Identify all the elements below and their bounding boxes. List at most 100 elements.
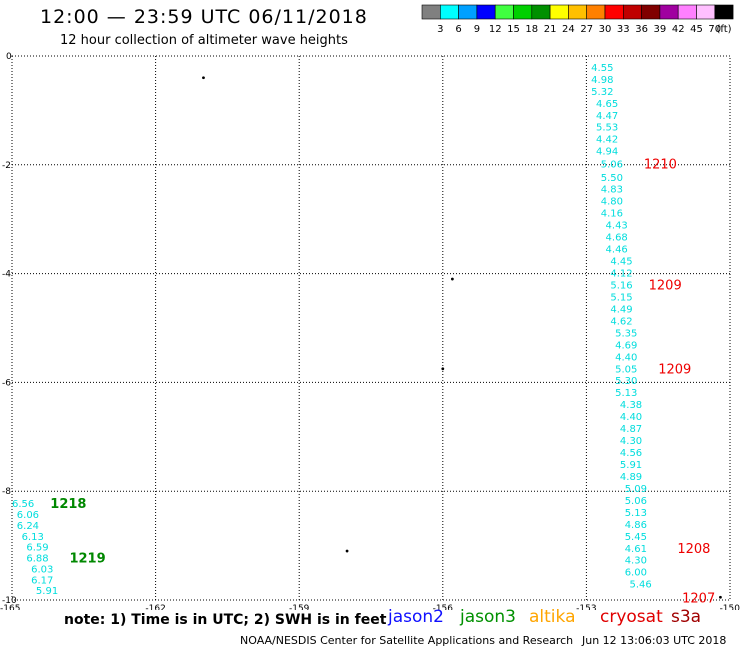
island-marker [441, 367, 445, 371]
wave-height-label: 5.32 [591, 87, 613, 98]
wave-height-label: 4.94 [596, 147, 618, 158]
x-tick-label: -165 [0, 604, 20, 610]
island-marker [202, 76, 205, 80]
wave-height-label: 4.30 [625, 556, 647, 567]
wave-height-label: 6.24 [17, 521, 39, 532]
observation-time-label: 1208 [677, 542, 710, 557]
wave-height-label: 5.46 [629, 580, 651, 591]
legend-tick-label: 33 [617, 24, 630, 35]
wave-height-label: 4.68 [606, 233, 628, 244]
wave-height-label: 5.45 [625, 532, 647, 543]
y-tick-label: -6 [2, 378, 11, 388]
wave-height-label: 4.46 [606, 245, 628, 256]
footer-timestamp: Jun 12 13:06:03 UTC 2018 [582, 634, 727, 647]
y-tick-label: -10 [2, 596, 17, 606]
wave-height-label: 4.80 [601, 197, 623, 208]
y-tick-label: -2 [2, 161, 11, 171]
page-title: 12:00 — 23:59 UTC 06/11/2018 [40, 6, 368, 28]
y-tick-label: 0 [6, 52, 12, 62]
legend-tick-label: 3 [437, 24, 443, 35]
wave-height-label: 6.06 [17, 510, 39, 521]
observation-time-label: 1209 [658, 362, 691, 377]
wave-height-label: 6.00 [625, 568, 647, 579]
x-tick-label: -162 [145, 604, 165, 610]
wave-height-label: 4.30 [620, 436, 642, 447]
wave-height-label: 6.13 [22, 532, 44, 543]
satellite-label-jason2: jason2 [388, 607, 444, 627]
legend-tick-label: 45 [690, 24, 703, 35]
wave-height-label: 4.87 [620, 424, 642, 435]
page-subtitle: 12 hour collection of altimeter wave hei… [60, 33, 348, 48]
legend-tick-label: 12 [489, 24, 502, 35]
wave-height-label: 5.06 [601, 160, 623, 171]
island-marker [345, 549, 349, 553]
wave-height-label: 4.65 [596, 99, 618, 110]
legend-tick-label: 36 [635, 24, 648, 35]
observation-time-label: 1209 [649, 278, 682, 293]
wave-height-label: 4.86 [625, 520, 647, 531]
wave-height-label: 4.98 [591, 75, 613, 86]
x-tick-label: -156 [433, 604, 454, 610]
wave-height-label: 5.16 [610, 280, 632, 291]
x-tick-label: -153 [576, 604, 596, 610]
wave-height-label: 4.61 [625, 544, 647, 555]
y-tick-label: -8 [2, 487, 11, 497]
legend-tick-label: 6 [455, 24, 461, 35]
satellite-label-cryosat: cryosat [600, 607, 663, 627]
island-marker [719, 595, 722, 599]
wave-height-label: 4.45 [610, 257, 632, 268]
color-scale-legend: 3 6 9 12 15 18 21 24 27 30 33 36 39 42 45 70(ft) [421, 4, 734, 35]
wave-height-label: 4.56 [620, 448, 642, 459]
wave-height-label: 5.13 [625, 508, 647, 519]
wave-height-label: 5.91 [620, 460, 642, 471]
wave-height-map: -165 -162 -159 -156 -153 -150 0 -2 -4 -6 -8 -10 4.55… [0, 52, 740, 610]
wave-height-label: 4.16 [601, 209, 623, 220]
wave-height-label: 6.59 [26, 543, 48, 554]
legend-tick-label: 70 [708, 24, 721, 35]
satellite-label-s3a: s3a [671, 607, 702, 627]
observation-time-label: 1218 [50, 497, 86, 512]
wave-height-label: 4.40 [620, 412, 642, 423]
wave-height-label: 5.30 [615, 376, 637, 387]
wave-height-label: 4.89 [620, 472, 642, 483]
wave-height-label: 5.50 [601, 173, 623, 184]
satellite-label-altika: altika [529, 607, 576, 627]
legend-unit: (ft) [716, 24, 731, 35]
x-tick-label: -150 [720, 604, 740, 610]
legend-tick-label: 30 [599, 24, 612, 35]
x-tick-label: -159 [289, 604, 310, 610]
wave-height-label: 5.91 [36, 586, 58, 597]
wave-height-label: 6.88 [26, 554, 48, 565]
wave-height-label: 5.06 [625, 496, 647, 507]
wave-height-label: 6.03 [31, 564, 53, 575]
wave-height-label: 4.43 [606, 221, 628, 232]
legend-swatch [714, 4, 734, 20]
observation-time-label: 1210 [644, 158, 677, 173]
legend-tick-label: 15 [507, 24, 520, 35]
map-frame [11, 55, 731, 601]
observation-time-label: 1207 [682, 591, 715, 606]
wave-height-label: 4.83 [601, 185, 623, 196]
wave-height-label: 5.53 [596, 123, 618, 134]
legend-tick-label: 24 [562, 24, 575, 35]
wave-height-label: 5.15 [610, 292, 632, 303]
footer-note: note: 1) Time is in UTC; 2) SWH is in fe… [64, 612, 387, 628]
y-tick-label: -4 [2, 270, 11, 280]
wave-height-label: 4.49 [610, 304, 632, 315]
legend-tick-label: 39 [654, 24, 667, 35]
wave-height-label: 4.40 [615, 352, 637, 363]
wave-height-label: 5.35 [615, 328, 637, 339]
wave-height-label: 5.13 [615, 388, 637, 399]
wave-height-label: 6.17 [31, 575, 53, 586]
wave-height-label: 5.09 [625, 484, 647, 495]
legend-tick-label: 18 [525, 24, 538, 35]
wave-height-label: 4.38 [620, 400, 642, 411]
wave-height-label: 4.12 [610, 269, 632, 280]
island-marker [450, 277, 454, 281]
footer-credit: NOAA/NESDIS Center for Satellite Applica… [240, 634, 574, 647]
wave-height-label: 4.69 [615, 340, 637, 351]
legend-tick-label: 21 [544, 24, 557, 35]
legend-tick-label: 42 [672, 24, 685, 35]
satellite-label-jason3: jason3 [460, 607, 516, 627]
